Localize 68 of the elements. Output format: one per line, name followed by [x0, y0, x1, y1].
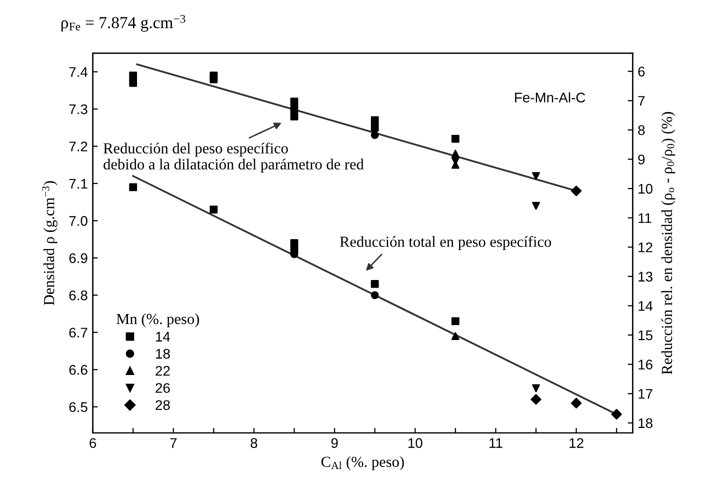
point — [370, 131, 379, 140]
y2-tick-label: 16 — [638, 360, 652, 370]
x-tick-label: 8 — [250, 438, 258, 448]
y2-tick-label: 9 — [638, 154, 645, 164]
y-tick-label: 6.6 — [69, 364, 88, 375]
point — [290, 239, 298, 247]
point — [370, 291, 379, 300]
point — [532, 172, 540, 180]
legend-label: 28 — [156, 400, 170, 410]
point — [532, 202, 540, 210]
y2-tick-label: 10 — [638, 184, 652, 194]
y2-axis-title: Reducción rel. en densidad (ρ$_{o}$ - ρ$_{0}$/ρ$_{0}$) (%) — [661, 112, 676, 374]
y2-tick-label: 7 — [638, 96, 645, 106]
y-tick-label: 7.1 — [69, 178, 88, 189]
legend-label: 22 — [156, 366, 170, 376]
point — [290, 98, 298, 106]
legend-label: 14 — [156, 332, 170, 342]
point — [210, 206, 218, 214]
y-tick-label: 6.5 — [69, 402, 88, 412]
y-tick-label: 7.2 — [69, 142, 88, 152]
y2-tick-label: 12 — [638, 242, 652, 252]
point — [530, 394, 542, 405]
x-tick-label: 10 — [408, 438, 422, 448]
point — [290, 105, 298, 113]
point — [129, 183, 138, 192]
legend-label: 26 — [156, 383, 170, 393]
y2-tick-label: 18 — [638, 418, 652, 428]
y-tick-label: 7.4 — [69, 67, 88, 77]
y-tick-label: 6.7 — [69, 328, 88, 338]
point — [570, 398, 582, 408]
point — [611, 408, 622, 420]
point — [532, 384, 540, 392]
y2-tick-label: 15 — [638, 330, 652, 340]
y2-tick-label: 14 — [638, 301, 653, 311]
y-tick-label: 6.8 — [69, 290, 88, 300]
x-axis-title: C$_{Al}$ (%. peso) — [321, 456, 404, 470]
annotation: Fe-Mn-Al-C — [515, 92, 586, 102]
point — [129, 79, 138, 87]
point — [370, 116, 379, 124]
y-tick-label: 7.3 — [69, 104, 88, 114]
point — [370, 280, 379, 288]
legend-title: Mn (%. peso) — [116, 313, 200, 328]
point — [210, 75, 218, 84]
point — [451, 317, 460, 326]
x-tick-label: 11 — [490, 438, 502, 448]
x-tick-label: 12 — [570, 438, 584, 448]
y-tick-label: 7.0 — [69, 216, 88, 226]
point — [370, 124, 379, 132]
annotation: Reducción del peso específico debido a la dilatación del parámetro de red — [103, 142, 364, 173]
y2-tick-label: 13 — [638, 272, 652, 282]
x-tick-label: 7 — [170, 438, 177, 448]
x-tick-label: 9 — [331, 438, 338, 448]
y2-tick-label: 6 — [638, 66, 645, 77]
point — [451, 134, 460, 143]
y-axis-title: Densidad ρ (g.cm$^{−3}$) — [42, 181, 58, 306]
point — [570, 186, 582, 196]
point — [451, 332, 460, 340]
y2-tick-label: 17 — [638, 389, 652, 399]
y2-tick-label: 8 — [638, 125, 645, 136]
point — [290, 112, 298, 120]
y-tick-label: 6.9 — [69, 253, 88, 264]
point — [451, 150, 460, 158]
annotation: Reducción total en peso específico — [340, 236, 552, 250]
point — [129, 72, 138, 80]
legend-label: 18 — [156, 348, 170, 359]
y2-tick-label: 11 — [638, 213, 652, 223]
chart-title: ρ$_{Fe}$ = 7.874 g.cm$^{−3}$ — [61, 15, 186, 32]
x-tick-label: 6 — [90, 438, 96, 448]
